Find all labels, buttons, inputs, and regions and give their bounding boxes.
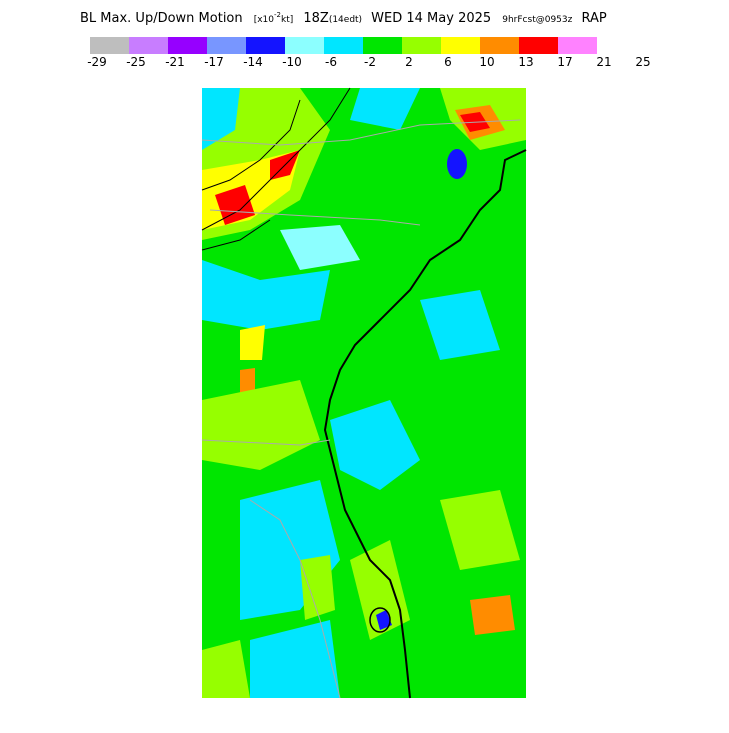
legend-label: -29 xyxy=(87,55,107,69)
legend-label: 2 xyxy=(405,55,413,69)
legend-label: 25 xyxy=(635,55,650,69)
coastline xyxy=(201,87,527,699)
legend-swatch xyxy=(324,37,363,54)
legend-swatch xyxy=(441,37,480,54)
map-field xyxy=(202,88,526,698)
legend-label: 6 xyxy=(444,55,452,69)
legend-label: 21 xyxy=(596,55,611,69)
legend-swatch xyxy=(285,37,324,54)
unit-suffix: kt] xyxy=(281,15,293,25)
title-line: BL Max. Up/Down Motion [x10-2kt] 18Z(14e… xyxy=(80,7,607,26)
legend-label: 13 xyxy=(518,55,533,69)
borders xyxy=(201,119,521,699)
legend-label: 10 xyxy=(479,55,494,69)
legend-swatch xyxy=(558,37,597,54)
date: WED 14 May 2025 xyxy=(371,11,491,26)
legend-label: -25 xyxy=(126,55,146,69)
legend-swatch xyxy=(402,37,441,54)
legend-label: -10 xyxy=(282,55,302,69)
legend-label: -6 xyxy=(325,55,337,69)
legend: -29 -25 -21 -17 -14 -10 -6 -2 2 6 10 13 17 21 25 xyxy=(87,37,651,69)
legend-swatch xyxy=(519,37,558,54)
unit: [x10 xyxy=(254,15,275,25)
legend-swatch xyxy=(363,37,402,54)
time: 18Z xyxy=(303,11,329,26)
legend-swatch xyxy=(480,37,519,54)
legend-swatch xyxy=(246,37,285,54)
forecast: 9hrFcst@0953z xyxy=(502,15,572,25)
map xyxy=(201,87,527,699)
legend-swatch xyxy=(90,37,129,54)
title: BL Max. Up/Down Motion xyxy=(80,11,243,26)
legend-label: 17 xyxy=(557,55,572,69)
legend-swatch xyxy=(168,37,207,54)
legend-swatch xyxy=(207,37,246,54)
model: RAP xyxy=(581,11,606,26)
unit-exp: -2 xyxy=(274,11,281,19)
local-time: (14edt) xyxy=(329,15,362,25)
legend-label: -21 xyxy=(165,55,185,69)
legend-swatch xyxy=(129,37,168,54)
legend-label: -2 xyxy=(364,55,376,69)
legend-label: -14 xyxy=(243,55,263,69)
legend-label: -17 xyxy=(204,55,224,69)
